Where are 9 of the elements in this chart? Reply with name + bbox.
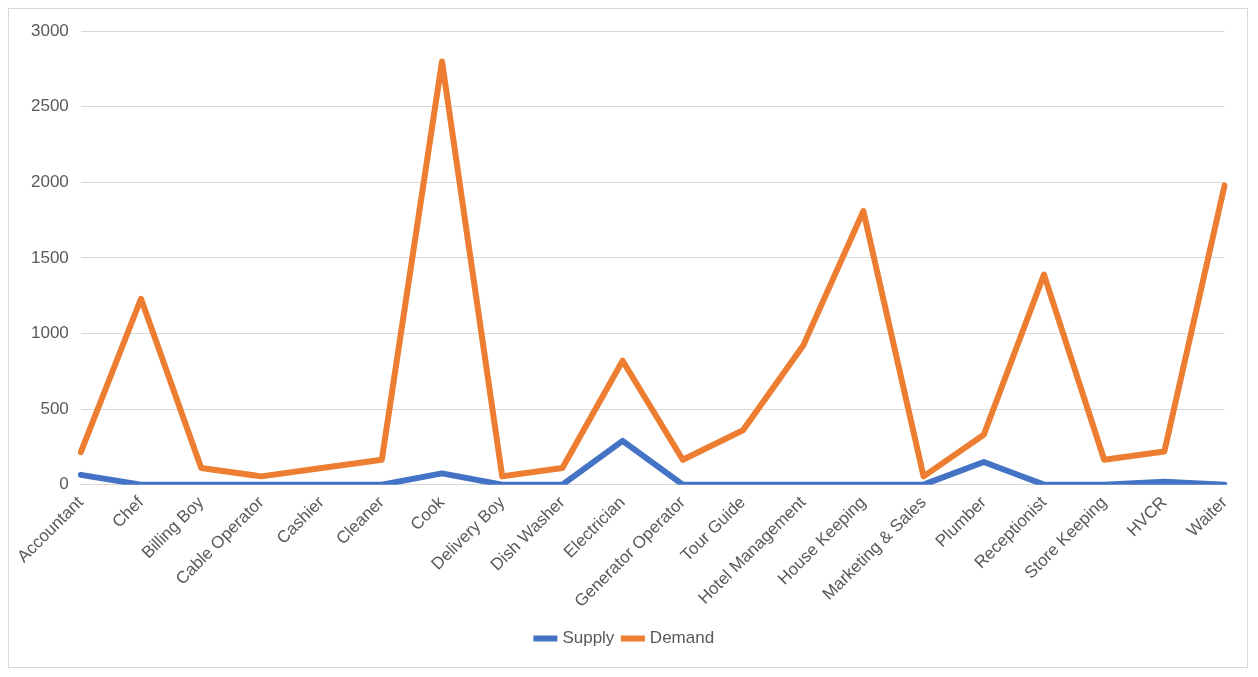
legend-label: Demand [649, 628, 715, 648]
legend-label: Supply [562, 628, 615, 648]
y-tick-label: 2500 [30, 96, 69, 116]
y-tick-label: 500 [40, 398, 69, 418]
y-tick-label: 2000 [30, 172, 69, 192]
y-tick-label: 0 [59, 474, 69, 494]
y-tick-label: 3000 [30, 20, 69, 40]
y-tick-label: 1000 [30, 323, 69, 343]
y-tick-label: 1500 [30, 247, 69, 267]
